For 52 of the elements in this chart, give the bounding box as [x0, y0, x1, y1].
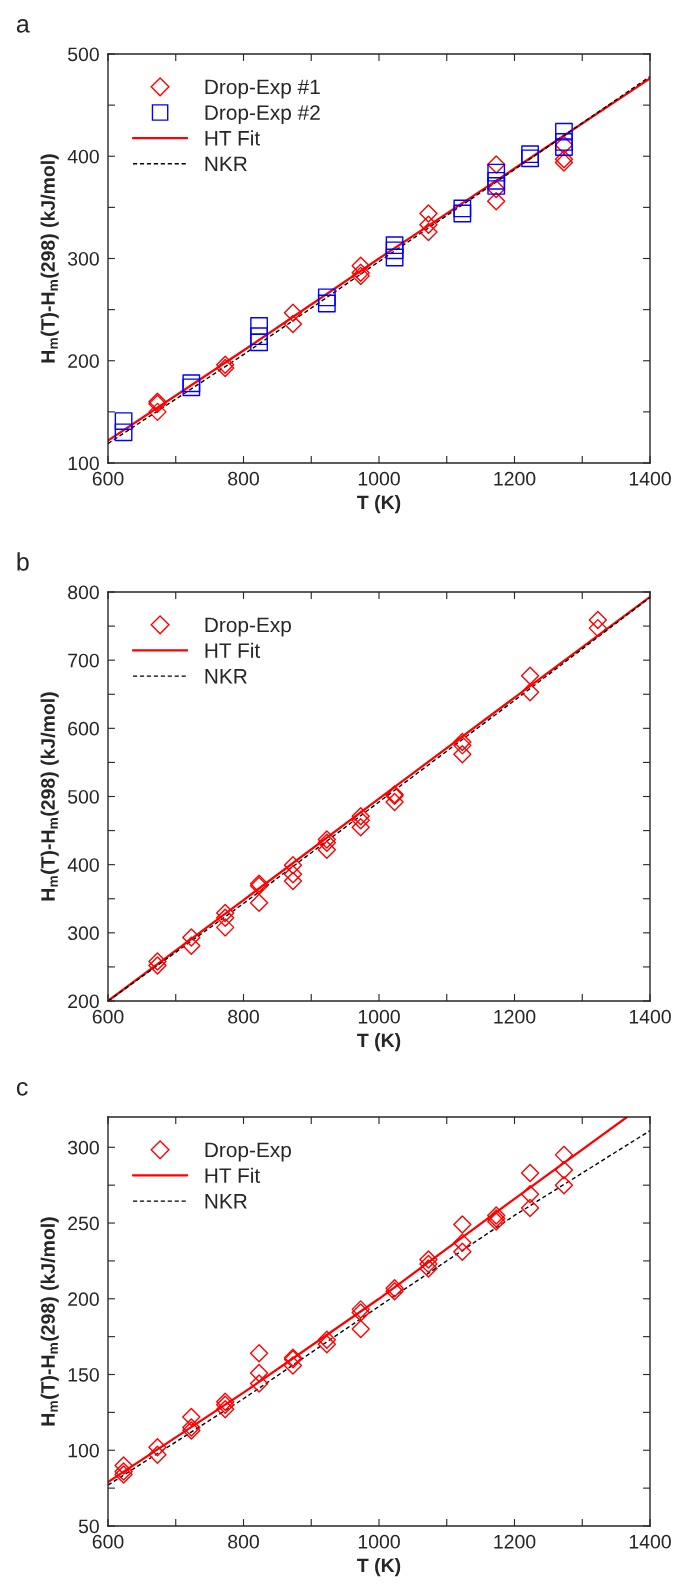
y-axis-title: H$_{m}$(T)-H$_{m}$(298) (kJ/mol): [40, 1217, 59, 1426]
x-tick-label: 1400: [629, 1009, 671, 1024]
x-tick-label: 600: [92, 1534, 124, 1549]
x-tick-label: 1000: [358, 471, 400, 486]
x-tick-label: 800: [228, 471, 259, 486]
x-tick-label: 1400: [629, 1534, 671, 1549]
x-axis-title: T (K): [357, 1558, 401, 1577]
y-tick-label: 200: [68, 354, 99, 368]
y-tick-label: 50: [78, 1519, 99, 1534]
y-tick-label: 100: [68, 1443, 99, 1458]
y-tick-label: 500: [68, 789, 99, 804]
legend-label: HT Fit: [205, 130, 261, 146]
y-tick-label: 600: [68, 721, 99, 736]
chart-title: a: [16, 19, 30, 33]
legend-label: HT Fit: [205, 642, 261, 658]
legend-label: Drop-Exp: [205, 1142, 291, 1162]
x-tick-label: 1400: [629, 471, 671, 486]
x-tick-label: 800: [228, 1534, 259, 1549]
x-tick-label: 600: [92, 471, 124, 486]
y-tick-label: 300: [67, 926, 99, 941]
y-tick-label: 100: [68, 456, 99, 471]
y-tick-label: 200: [68, 994, 99, 1009]
y-axis-title: H$_{m}$(T)-H$_{m}$(298) (kJ/mol): [40, 154, 59, 363]
x-axis-title: T (K): [357, 495, 401, 514]
y-tick-label: 500: [68, 47, 99, 62]
legend-label: HT Fit: [205, 1167, 261, 1183]
x-tick-label: 1200: [494, 471, 536, 486]
x-tick-label: 1200: [494, 1009, 536, 1024]
x-tick-label: 600: [92, 1009, 124, 1024]
x-axis-title: T (K): [357, 1033, 401, 1052]
y-axis-title: H$_{m}$(T)-H$_{m}$(298) (kJ/mol): [40, 692, 59, 901]
legend-label: NKR: [205, 156, 247, 172]
chart-title: c: [16, 1082, 28, 1096]
legend-label: NKR: [205, 669, 247, 684]
x-tick-label: 1200: [494, 1534, 536, 1549]
x-tick-label: 1000: [358, 1009, 400, 1024]
y-tick-label: 250: [68, 1216, 99, 1231]
y-tick-label: 700: [68, 653, 99, 668]
legend-label: Drop-Exp #1: [205, 79, 320, 99]
chart-title: b: [17, 552, 29, 571]
y-tick-label: 400: [67, 858, 99, 872]
legend-label: Drop-Exp: [205, 617, 291, 637]
y-tick-label: 150: [68, 1367, 99, 1382]
y-tick-label: 300: [67, 1140, 99, 1155]
legend-label: NKR: [205, 1194, 247, 1209]
y-tick-label: 200: [68, 1292, 99, 1307]
y-tick-label: 400: [67, 149, 99, 164]
y-tick-label: 300: [67, 251, 99, 266]
x-tick-label: 800: [228, 1009, 259, 1024]
legend-label: Drop-Exp #2: [205, 105, 320, 125]
y-tick-label: 800: [68, 585, 99, 600]
x-tick-label: 1000: [358, 1534, 400, 1549]
